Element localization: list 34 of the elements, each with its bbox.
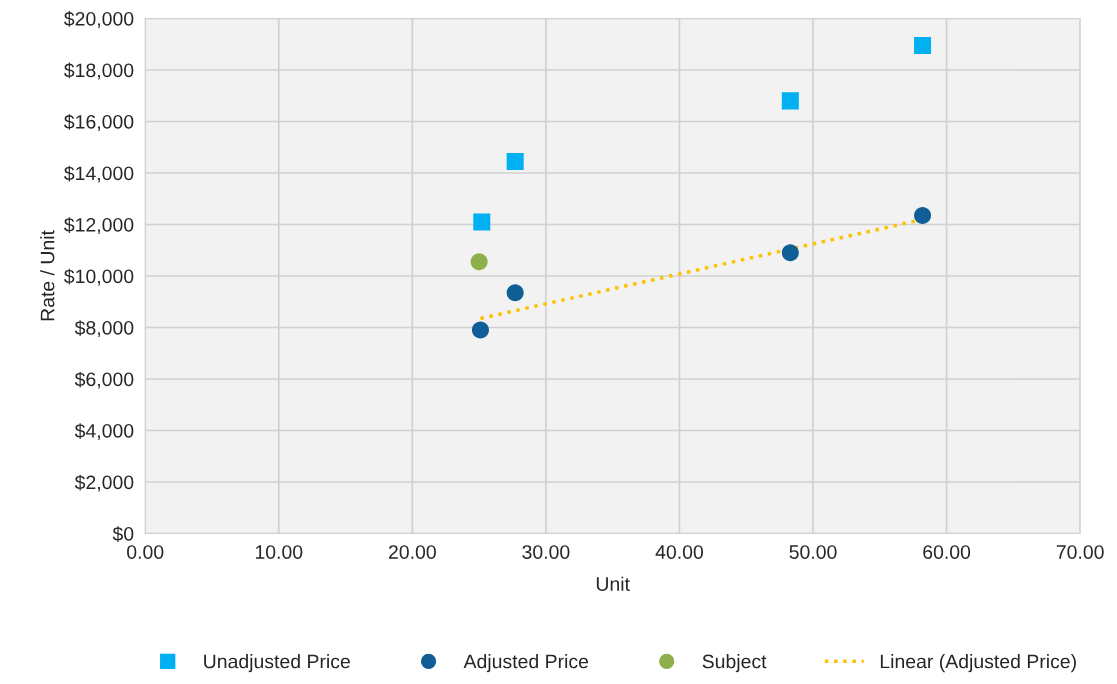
x-tick-label: 40.00 — [655, 545, 704, 559]
y-axis-title: Rate / Unit — [40, 230, 55, 321]
x-tick-label: 50.00 — [789, 545, 837, 559]
point — [471, 321, 489, 339]
y-tick-label: $6,000 — [74, 371, 134, 389]
x-tick-label: 10.00 — [255, 545, 303, 559]
point — [506, 284, 524, 302]
point — [914, 206, 932, 224]
y-tick-label: $0 — [112, 526, 134, 542]
legend-label: Subject — [702, 654, 767, 673]
y-tick-label: $8,000 — [74, 320, 134, 338]
legend-label: Adjusted Price — [463, 654, 589, 673]
legend-label: Linear (Adjusted Price) — [880, 654, 1076, 673]
y-tick-label: $10,000 — [64, 268, 134, 286]
x-tick-label: 30.00 — [522, 545, 570, 559]
y-tick-label: $20,000 — [64, 11, 134, 28]
y-tick-label: $16,000 — [64, 114, 134, 132]
x-tick-label: 60.00 — [923, 545, 971, 559]
y-tick-label: $4,000 — [74, 423, 134, 441]
x-axis-title: Unit — [596, 576, 630, 591]
y-tick-label: $2,000 — [74, 474, 134, 492]
legend-label: Unadjusted Price — [204, 654, 350, 673]
x-tick-label: 0.00 — [127, 545, 164, 559]
point — [781, 92, 799, 110]
y-tick-label: $18,000 — [64, 62, 134, 80]
point — [506, 152, 524, 170]
y-tick-label: $14,000 — [64, 165, 134, 183]
point — [781, 244, 799, 262]
y-tick-label: $12,000 — [64, 217, 134, 235]
x-tick-label: 20.00 — [388, 545, 436, 559]
point — [914, 37, 932, 55]
point — [470, 253, 488, 271]
point — [473, 213, 491, 231]
x-tick-label: 70.00 — [1056, 545, 1104, 559]
